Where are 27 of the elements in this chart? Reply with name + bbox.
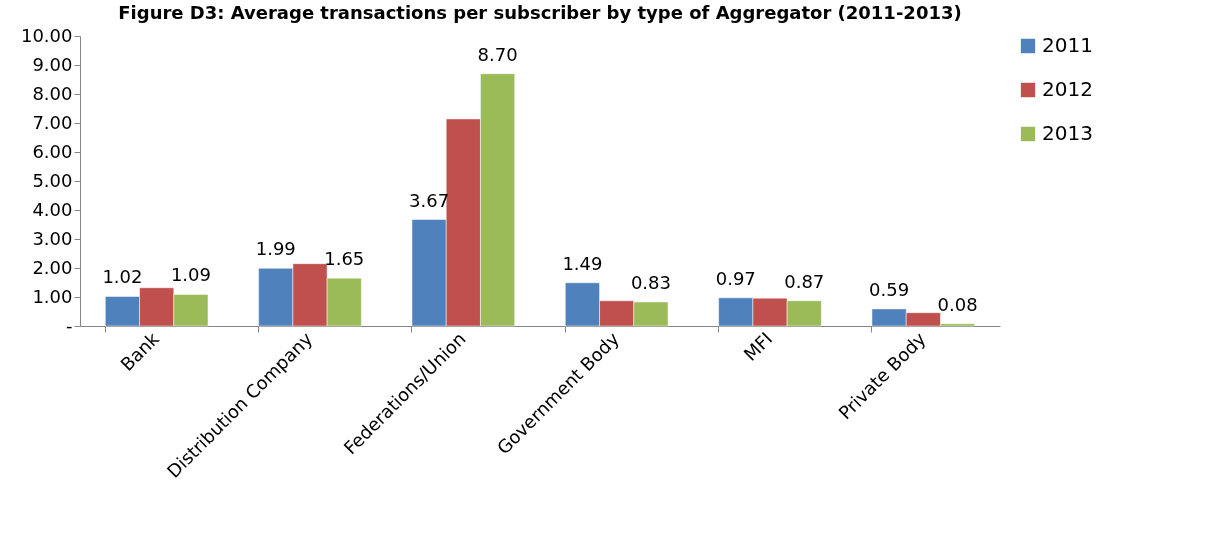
y-tick-label: 2.00 [32,256,73,278]
data-label: 1.49 [562,252,603,274]
data-label: 8.70 [477,43,518,65]
y-tick-label: - [66,314,73,336]
data-label: 0.87 [784,270,825,292]
legend-label: 2011 [1042,33,1093,57]
chart-title: Figure D3: Average transactions per subscriber by type of Aggregator (2011-2013) [118,2,962,23]
y-tick-label: 3.00 [32,227,73,249]
legend-label: 2012 [1042,77,1093,101]
y-tick-label: 1.00 [32,285,73,307]
data-label: 1.02 [102,266,143,288]
y-tick-label: 4.00 [32,198,73,220]
data-label: 1.09 [170,264,211,286]
y-tick-label: 7.00 [32,111,73,133]
data-label: 0.97 [715,267,756,289]
y-tick-label: 5.00 [32,169,73,191]
y-tick-label: 10.00 [20,24,73,46]
legend-label: 2013 [1042,121,1093,145]
data-label: 1.99 [255,238,296,260]
data-label: 0.83 [630,271,671,293]
y-tick-label: 8.00 [32,82,73,104]
data-label: 0.08 [937,293,978,315]
data-label: 0.59 [869,278,910,300]
data-label: 1.65 [324,248,365,270]
x-tick-label: MFI [739,328,777,365]
y-tick-label: 9.00 [32,53,73,75]
y-tick-label: 6.00 [32,140,73,162]
